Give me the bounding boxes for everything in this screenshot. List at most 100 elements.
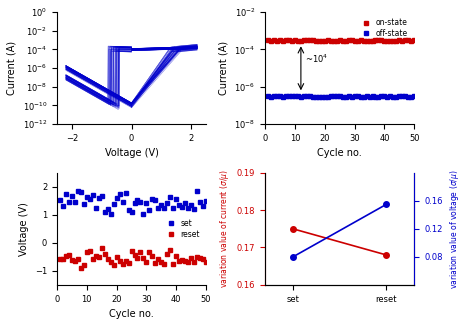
Y-axis label: Current (A): Current (A): [7, 41, 17, 95]
reset: [57, 257, 63, 260]
set: [161, 206, 167, 210]
on-state: [295, 39, 301, 43]
Y-axis label: Current (A): Current (A): [219, 41, 229, 95]
set: [96, 197, 102, 200]
reset: [194, 255, 200, 259]
set: [165, 201, 170, 205]
Line: on-state: on-state: [266, 38, 416, 43]
set: [75, 189, 80, 193]
Text: ~$10^4$: ~$10^4$: [305, 53, 329, 66]
on-state: [394, 39, 399, 43]
on-state: [322, 39, 328, 43]
on-state: [370, 39, 375, 43]
set: [191, 207, 197, 211]
on-state: [379, 38, 384, 42]
on-state: [411, 38, 417, 42]
off-state: [370, 94, 375, 98]
off-state: [283, 95, 289, 98]
off-state: [364, 94, 369, 98]
off-state: [358, 95, 363, 98]
set: [66, 200, 72, 203]
set: [126, 208, 132, 212]
set: [117, 192, 123, 196]
on-state: [405, 38, 411, 42]
off-state: [322, 95, 328, 99]
off-state: [310, 95, 315, 99]
reset: [197, 257, 203, 260]
off-state: [355, 94, 360, 98]
on-state: [310, 38, 315, 42]
Y-axis label: Voltage (V): Voltage (V): [19, 202, 29, 256]
set: [144, 201, 149, 205]
off-state: [286, 94, 292, 98]
set: [159, 203, 164, 207]
on-state: [346, 38, 351, 42]
set: [150, 197, 155, 200]
reset: [135, 256, 140, 260]
set: [176, 203, 182, 207]
off-state: [268, 95, 274, 98]
on-state: [409, 39, 414, 43]
on-state: [325, 38, 330, 42]
reset: [144, 260, 149, 264]
on-state: [343, 39, 349, 43]
reset: [105, 257, 110, 261]
off-state: [394, 95, 399, 98]
set: [197, 200, 203, 204]
off-state: [411, 94, 417, 98]
set: [105, 207, 110, 211]
off-state: [409, 95, 414, 99]
on-state: [355, 39, 360, 43]
off-state: [385, 95, 390, 98]
set: [120, 200, 125, 204]
on-state: [307, 38, 313, 42]
reset: [185, 260, 191, 264]
set: [183, 201, 188, 205]
reset: [165, 252, 170, 256]
voltage variation: [290, 255, 296, 259]
reset: [120, 262, 125, 266]
off-state: [400, 94, 405, 98]
reset: [155, 257, 161, 261]
on-state: [349, 38, 354, 42]
set: [189, 203, 194, 207]
off-state: [388, 94, 393, 98]
off-state: [405, 95, 411, 99]
on-state: [271, 38, 277, 42]
set: [200, 204, 206, 208]
off-state: [402, 94, 408, 98]
off-state: [274, 95, 280, 98]
reset: [189, 256, 194, 260]
Line: off-state: off-state: [266, 94, 416, 99]
off-state: [367, 95, 373, 98]
set: [203, 199, 209, 203]
reset: [78, 266, 84, 270]
on-state: [400, 39, 405, 43]
reset: [99, 246, 104, 250]
reset: [114, 255, 119, 259]
off-state: [396, 95, 402, 98]
on-state: [277, 38, 283, 42]
X-axis label: Cycle no.: Cycle no.: [317, 148, 362, 158]
reset: [96, 255, 102, 259]
set: [78, 190, 84, 194]
on-state: [280, 39, 286, 43]
set: [108, 212, 113, 215]
reset: [123, 259, 128, 263]
off-state: [337, 94, 343, 98]
on-state: [313, 38, 319, 42]
reset: [132, 253, 137, 257]
off-state: [280, 95, 286, 99]
on-state: [283, 38, 289, 42]
off-state: [373, 95, 378, 99]
reset: [191, 260, 197, 264]
on-state: [402, 38, 408, 42]
on-state: [304, 38, 310, 42]
on-state: [274, 39, 280, 43]
set: [129, 210, 134, 214]
X-axis label: Voltage (V): Voltage (V): [104, 148, 159, 158]
on-state: [396, 38, 402, 42]
set: [146, 208, 152, 212]
off-state: [313, 95, 319, 99]
on-state: [376, 38, 381, 42]
